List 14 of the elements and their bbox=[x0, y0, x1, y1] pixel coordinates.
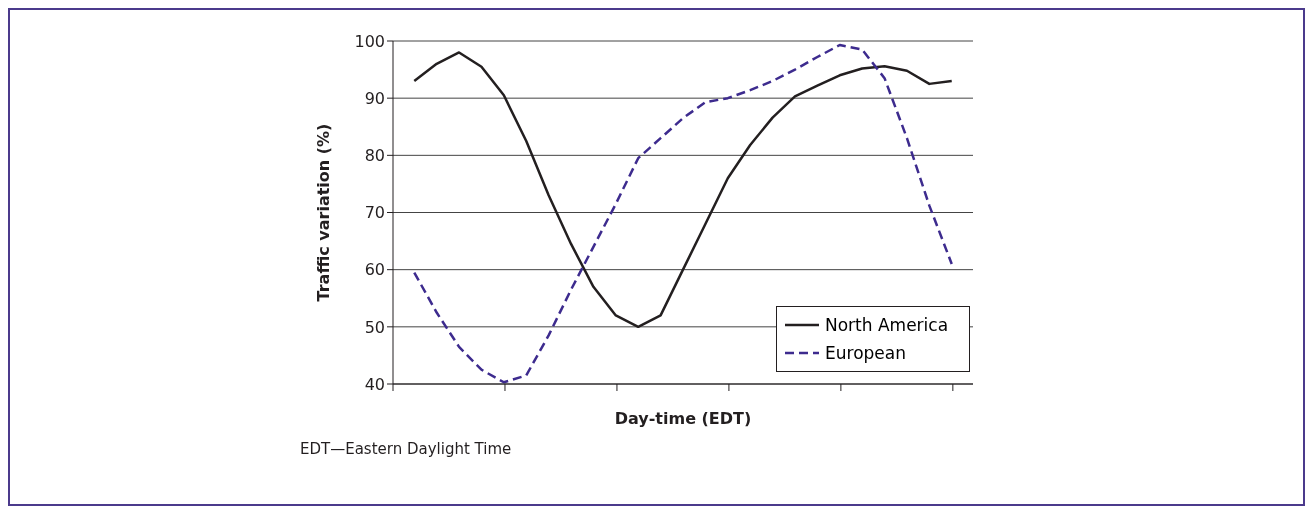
y-axis-title: Traffic variation (%) bbox=[313, 123, 333, 302]
y-tick-label: 60 bbox=[364, 260, 385, 280]
y-tick-label: 80 bbox=[364, 146, 385, 166]
line-series bbox=[413, 43, 953, 384]
legend-label: North America bbox=[825, 315, 949, 335]
legend-label: European bbox=[825, 343, 906, 363]
line-series bbox=[413, 51, 953, 329]
y-tick-label: 90 bbox=[364, 88, 385, 108]
y-tick-label: 100 bbox=[354, 31, 385, 51]
y-tick-label: 70 bbox=[364, 203, 385, 223]
x-axis-title: Day-time (EDT) bbox=[614, 409, 752, 428]
y-tick-label: 50 bbox=[364, 317, 385, 337]
text: EDT—Eastern Daylight Time bbox=[300, 440, 512, 458]
y-tick-label: 40 bbox=[364, 374, 385, 394]
